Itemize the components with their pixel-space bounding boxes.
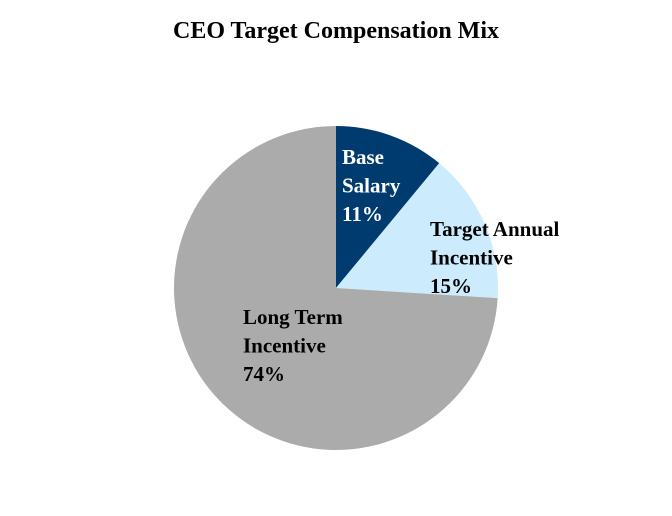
slice-name-line: Target Annual bbox=[430, 217, 560, 241]
slice-name-line: Salary bbox=[342, 174, 401, 198]
slice-value-label: 11% bbox=[342, 202, 383, 226]
slice-name-line: Long Term bbox=[243, 305, 343, 329]
slice-name-line: Base bbox=[342, 145, 384, 169]
slice-label-2: Long Term Incentive 74% bbox=[243, 305, 343, 386]
slice-labels: Base Salary 11% Target Annual Incentive 15% Lo… bbox=[243, 145, 560, 386]
pie-slice-1 bbox=[336, 163, 498, 299]
pie-slices bbox=[173, 126, 498, 451]
slice-value-label: 74% bbox=[243, 362, 285, 386]
slice-value-label: 15% bbox=[430, 274, 472, 298]
slice-name-line: Incentive bbox=[430, 246, 513, 270]
chart-title: CEO Target Compensation Mix bbox=[173, 18, 499, 44]
slice-name-line: Incentive bbox=[243, 334, 326, 358]
pie-slice-0 bbox=[336, 126, 440, 288]
slice-label-0: Base Salary 11% bbox=[342, 145, 401, 226]
pie-slice-2 bbox=[173, 126, 498, 451]
slice-label-1: Target Annual Incentive 15% bbox=[430, 217, 560, 298]
